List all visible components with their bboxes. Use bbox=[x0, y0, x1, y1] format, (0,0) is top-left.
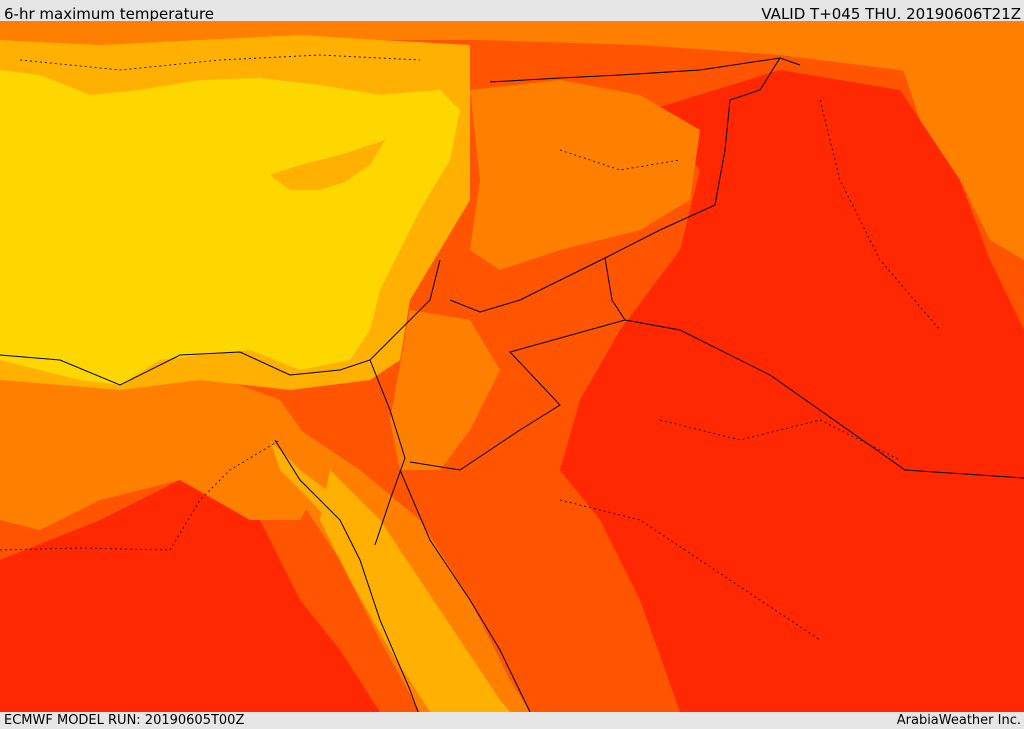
province-borders bbox=[0, 54, 941, 641]
hot-zone-turkey bbox=[0, 21, 1024, 90]
hot-zone-egypt-north bbox=[0, 370, 330, 530]
valid-time: VALID T+045 THU. 20190606T21Z bbox=[761, 5, 1021, 21]
country-borders bbox=[0, 57, 1024, 712]
credit-label: ArabiaWeather Inc. bbox=[896, 713, 1021, 728]
hot-zone-levant-syria bbox=[470, 80, 700, 270]
model-run: ECMWF MODEL RUN: 20190605T00Z bbox=[4, 713, 245, 728]
cyprus-island bbox=[270, 140, 385, 190]
map-header: 6-hr maximum temperature VALID T+045 THU… bbox=[0, 0, 1024, 21]
map-title: 6-hr maximum temperature bbox=[4, 5, 215, 21]
temperature-map[interactable] bbox=[0, 21, 1024, 712]
warm-patch-gulf bbox=[270, 440, 370, 545]
map-footer: ECMWF MODEL RUN: 20190605T00Z ArabiaWeat… bbox=[0, 712, 1024, 729]
hot-zone-jordan bbox=[390, 310, 500, 470]
warm-zone-red-sea bbox=[320, 470, 510, 712]
extreme-zone-egypt bbox=[0, 470, 380, 712]
mediterranean-sea bbox=[0, 70, 460, 385]
hot-zone-zagros bbox=[900, 50, 1024, 260]
